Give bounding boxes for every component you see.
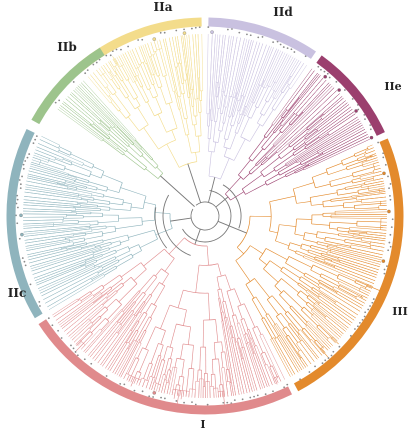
clade-ring-III	[293, 138, 404, 392]
clade-subtree-IIb	[57, 80, 164, 179]
clade-ring-IIc	[6, 128, 43, 319]
clade-subtree-IIa	[87, 34, 204, 168]
clade-subtree-IIc	[23, 136, 173, 310]
clade-ring-IIe	[316, 55, 385, 136]
clade-subtree-I	[52, 237, 285, 410]
clade-label-IId: IId	[273, 5, 293, 19]
clade-label-III: III	[392, 305, 407, 318]
clade-subtree-IId	[206, 34, 307, 180]
clade-label-IIb: IIb	[57, 40, 77, 54]
clade-subtree-IIe	[225, 68, 371, 201]
leaf-markers	[15, 26, 394, 406]
clade-subtree-III	[235, 144, 387, 377]
clade-label-I: I	[200, 418, 205, 429]
clade-label-IIa: IIa	[153, 0, 172, 14]
clade-ring-I	[38, 319, 293, 415]
clade-ring-IIb	[31, 47, 105, 125]
tree-branches	[23, 34, 387, 410]
clade-ring-IId	[208, 17, 316, 59]
clade-label-IIc: IIc	[8, 286, 27, 300]
tree-backbone	[154, 163, 247, 256]
clade-ring	[6, 17, 404, 415]
clade-label-IIe: IIe	[384, 80, 401, 93]
clade-labels: IIa IId IIe III I IIc IIb	[8, 0, 408, 429]
